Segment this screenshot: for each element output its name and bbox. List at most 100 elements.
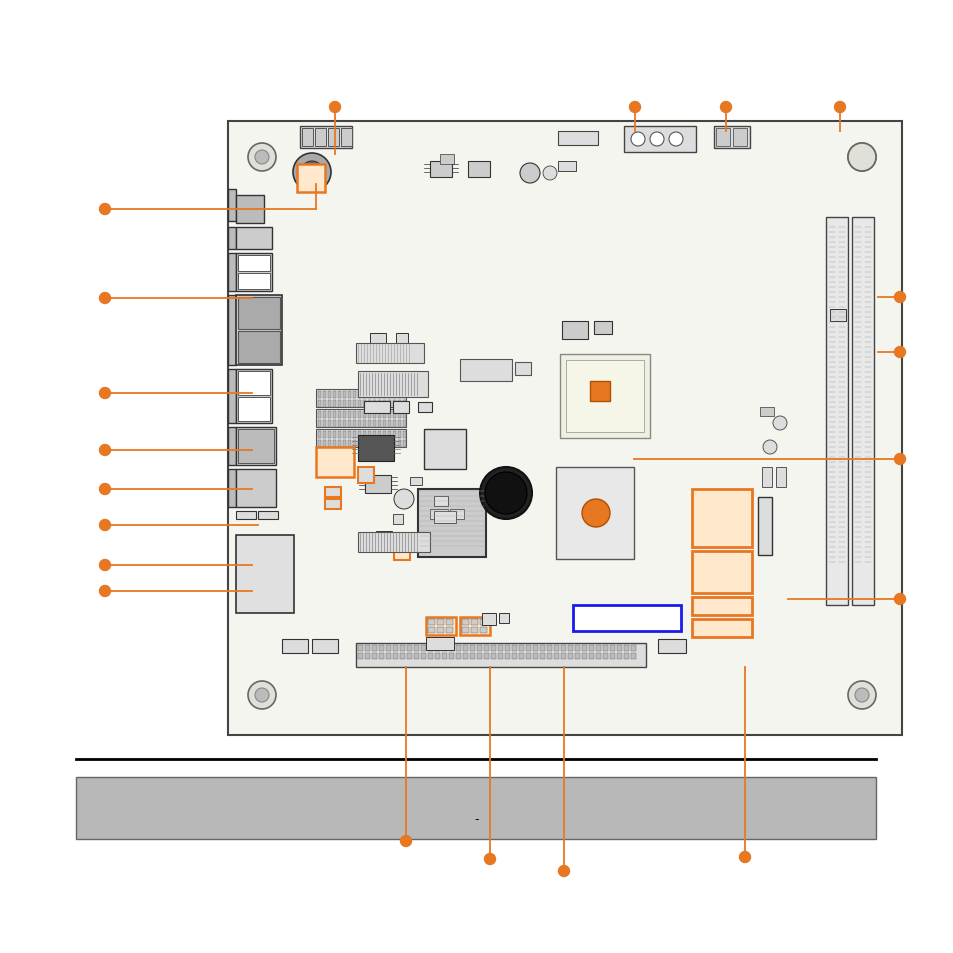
Bar xyxy=(323,432,326,438)
Bar xyxy=(317,462,333,474)
Bar xyxy=(518,654,523,659)
Bar xyxy=(282,639,308,654)
Bar xyxy=(382,432,386,438)
Bar xyxy=(363,420,366,428)
Bar xyxy=(708,505,719,515)
Bar xyxy=(228,228,235,250)
Bar xyxy=(575,607,624,629)
Bar xyxy=(695,532,704,540)
Bar xyxy=(596,654,600,659)
Bar xyxy=(410,477,421,485)
Bar xyxy=(302,129,313,147)
Bar xyxy=(695,493,704,501)
Bar xyxy=(348,440,351,448)
Bar xyxy=(348,392,351,398)
Bar xyxy=(237,297,280,330)
Circle shape xyxy=(99,484,111,495)
Circle shape xyxy=(99,560,111,571)
Bar xyxy=(353,400,355,408)
Bar xyxy=(340,129,352,147)
Circle shape xyxy=(99,388,111,399)
Bar xyxy=(237,397,270,421)
Bar xyxy=(235,228,272,250)
Bar xyxy=(388,432,391,438)
Bar xyxy=(378,645,384,651)
Circle shape xyxy=(894,347,904,358)
Circle shape xyxy=(99,294,111,304)
Bar xyxy=(525,654,531,659)
Circle shape xyxy=(99,445,111,456)
Bar xyxy=(228,190,235,222)
Bar xyxy=(393,346,409,357)
Bar xyxy=(357,436,394,461)
Bar xyxy=(353,432,355,438)
Bar xyxy=(228,370,235,423)
Bar xyxy=(393,432,395,438)
Bar xyxy=(476,654,481,659)
Bar xyxy=(428,619,435,625)
Bar xyxy=(623,127,696,152)
Bar xyxy=(402,420,406,428)
Bar xyxy=(368,412,371,418)
Bar xyxy=(363,392,366,398)
Circle shape xyxy=(519,164,539,184)
Bar xyxy=(382,420,386,428)
Circle shape xyxy=(400,836,411,846)
Bar xyxy=(363,440,366,448)
Bar xyxy=(353,412,355,418)
Bar xyxy=(722,621,732,636)
Bar xyxy=(449,645,454,651)
Circle shape xyxy=(629,102,639,113)
Bar xyxy=(363,412,366,418)
Circle shape xyxy=(99,204,111,215)
Bar xyxy=(758,497,771,556)
Bar xyxy=(407,654,412,659)
Bar xyxy=(420,654,426,659)
Bar xyxy=(602,654,607,659)
Bar xyxy=(588,654,594,659)
Bar xyxy=(829,310,845,322)
Bar xyxy=(393,401,409,414)
Bar xyxy=(393,645,397,651)
Bar xyxy=(588,645,594,651)
Bar xyxy=(357,654,363,659)
Bar xyxy=(708,532,719,540)
Bar xyxy=(393,392,395,398)
Bar xyxy=(722,567,732,577)
Bar xyxy=(441,654,447,659)
Bar xyxy=(695,599,704,614)
Bar xyxy=(556,468,634,559)
Bar xyxy=(470,645,475,651)
Bar xyxy=(312,180,323,191)
Bar xyxy=(368,400,371,408)
Circle shape xyxy=(542,167,557,181)
Bar xyxy=(317,440,320,448)
Circle shape xyxy=(99,586,111,597)
Bar xyxy=(402,392,406,398)
Bar xyxy=(459,618,490,636)
Bar xyxy=(483,654,489,659)
Circle shape xyxy=(847,681,875,709)
Bar xyxy=(426,618,456,636)
Bar xyxy=(554,645,558,651)
Bar xyxy=(402,432,406,438)
Bar xyxy=(596,645,600,651)
Bar xyxy=(695,567,704,577)
Bar xyxy=(333,400,335,408)
Bar xyxy=(397,420,400,428)
Bar xyxy=(732,129,746,147)
Bar xyxy=(498,614,509,623)
Bar xyxy=(417,490,485,558)
Bar xyxy=(559,355,649,438)
Bar xyxy=(393,654,397,659)
Circle shape xyxy=(762,440,776,455)
Bar xyxy=(417,402,432,413)
Circle shape xyxy=(484,854,495,864)
Bar xyxy=(237,332,280,364)
Bar xyxy=(691,619,751,638)
Bar xyxy=(333,432,335,438)
Bar xyxy=(737,580,746,589)
Bar xyxy=(328,129,338,147)
Bar xyxy=(691,552,751,594)
Bar xyxy=(558,162,576,172)
